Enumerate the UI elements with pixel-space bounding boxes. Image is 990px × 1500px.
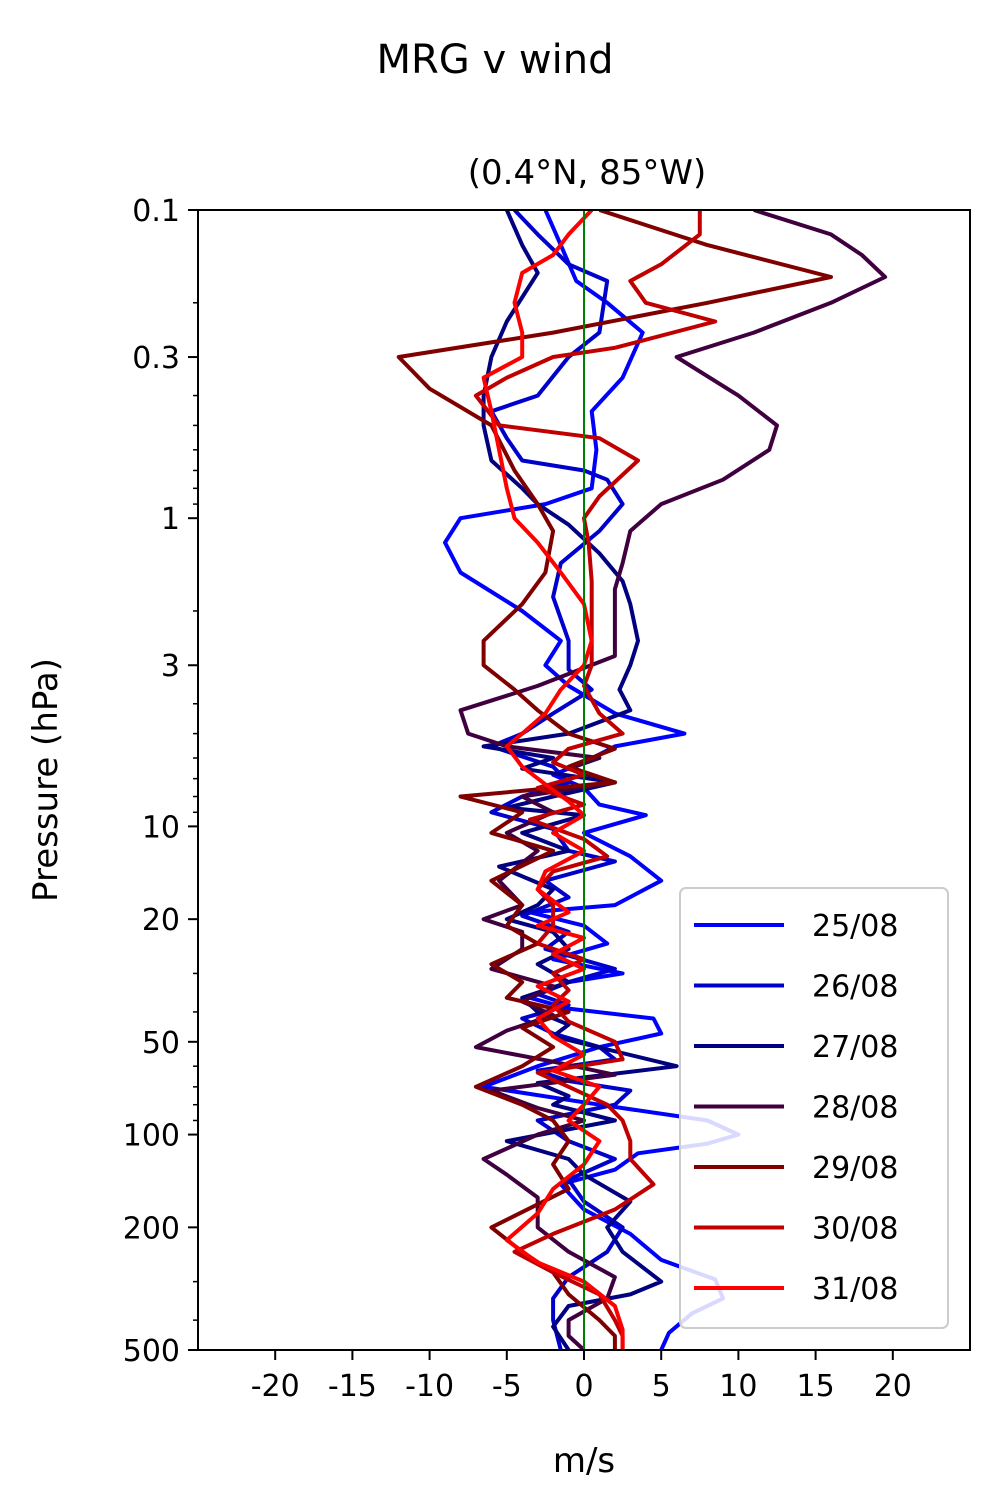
y-tick-label: 1: [161, 502, 180, 537]
y-axis-label: Pressure (hPa): [26, 658, 66, 902]
y-tick-label: 500: [123, 1334, 180, 1369]
legend-label: 26/08: [812, 970, 898, 1005]
x-tick-label: -15: [328, 1369, 377, 1404]
series-line-28-08: [458, 210, 888, 1350]
series-line-26-08: [489, 210, 633, 1350]
series-line-29-08: [396, 210, 833, 1350]
x-tick-label: 15: [797, 1369, 835, 1404]
legend-frame: [679, 887, 949, 1329]
legend-label: 27/08: [812, 1030, 898, 1065]
y-tick-label: 0.1: [132, 194, 180, 229]
legend-label: 30/08: [812, 1212, 898, 1247]
chart-subtitle: (0.4°N, 85°W): [468, 153, 707, 193]
legend: 25/08 26/08 27/08 28/08 29/08 30/08 31/08: [679, 887, 949, 1329]
chart-title: MRG v wind: [377, 37, 614, 83]
y-tick-label: 200: [123, 1211, 180, 1246]
y-tick-label: 50: [142, 1026, 180, 1061]
y-tick-label: 100: [123, 1119, 180, 1154]
legend-label: 25/08: [812, 909, 898, 944]
series-line-25-08: [443, 210, 741, 1350]
plot-frame: [197, 209, 971, 1351]
x-tick-label: 10: [719, 1369, 757, 1404]
x-axis-label: m/s: [553, 1441, 615, 1481]
x-tick-label: -10: [405, 1369, 454, 1404]
axes-layer: -20 -15 -10 -5 0 5 10 15 20 0.1 0.3 1 3 10 20 50 100 200 5…: [123, 194, 912, 1404]
y-tick-label: 0.3: [132, 341, 180, 376]
x-tick-label: 0: [574, 1369, 593, 1404]
legend-label: 31/08: [812, 1272, 898, 1307]
x-tick-label: -20: [251, 1369, 300, 1404]
x-tick-label: 5: [652, 1369, 671, 1404]
x-tick-label: -5: [492, 1369, 522, 1404]
y-tick-label: 10: [142, 810, 180, 845]
y-tick-label: 20: [142, 903, 180, 938]
legend-label: 29/08: [812, 1151, 898, 1186]
x-tick-label: 20: [874, 1369, 912, 1404]
legend-label: 28/08: [812, 1091, 898, 1126]
y-tick-label: 3: [161, 649, 180, 684]
